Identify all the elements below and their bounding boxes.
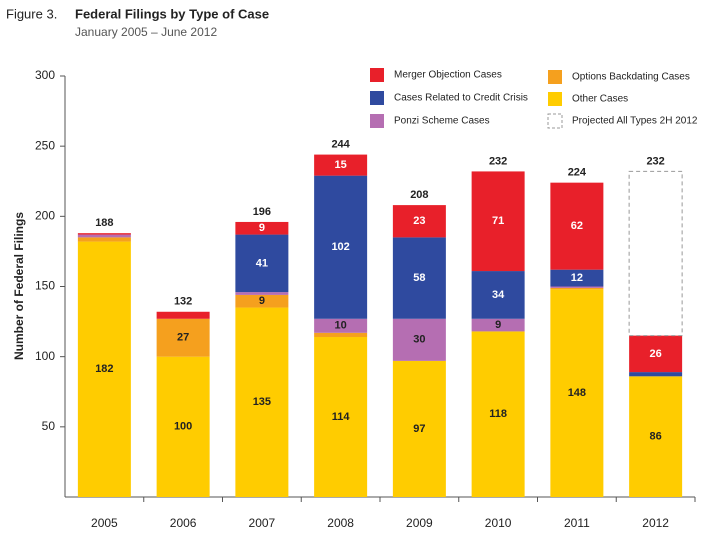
chart-title: Federal Filings by Type of Case: [75, 6, 269, 21]
bar-segment: [235, 294, 289, 308]
x-tick-label: 2010: [485, 516, 512, 530]
bar-segment: [471, 331, 525, 497]
bar-value-label: 30: [413, 334, 425, 346]
bar-value-label: 102: [331, 241, 349, 253]
bar-value-label: 148: [568, 387, 586, 399]
bar-segment: [156, 311, 210, 319]
bar-segment: [629, 335, 683, 373]
bar-segment: [628, 170, 683, 337]
bar-segment: [156, 356, 210, 497]
bar-value-label: 34: [492, 289, 505, 301]
bar-value-label: 10: [335, 320, 347, 332]
x-tick-label: 2007: [249, 516, 276, 530]
bar-total-label: 196: [253, 206, 271, 218]
y-tick-label: 250: [35, 138, 55, 152]
bar-total-label: 232: [646, 155, 664, 167]
x-tick-label: 2005: [91, 516, 118, 530]
chart-subtitle: January 2005 – June 2012: [75, 25, 217, 39]
y-tick-label: 50: [42, 419, 56, 433]
bar-segment: [392, 360, 446, 497]
bar-segment: [235, 234, 289, 293]
legend-swatch: [370, 114, 384, 128]
bar-value-label: 9: [259, 222, 265, 234]
legend-label: Cases Related to Credit Crisis: [394, 93, 528, 104]
legend-label: Other Cases: [572, 94, 628, 105]
bar-segment: [392, 237, 446, 319]
bar-value-label: 114: [332, 411, 351, 423]
legend-label: Projected All Types 2H 2012: [572, 116, 698, 127]
bar-segment: [629, 376, 683, 497]
figure-label: Figure 3.: [6, 6, 57, 21]
legend-label: Ponzi Scheme Cases: [394, 116, 490, 127]
bar-segment: [550, 182, 604, 270]
bar-value-label: 100: [174, 421, 192, 433]
x-tick-label: 2009: [406, 516, 433, 530]
legend-label: Merger Objection Cases: [394, 70, 502, 81]
bar-value-label: 12: [571, 272, 583, 284]
bar-segment: [77, 233, 131, 235]
y-tick-label: 100: [35, 349, 55, 363]
y-tick-label: 200: [35, 209, 55, 223]
bar-value-label: 26: [650, 348, 662, 360]
bar-segment: [550, 287, 604, 290]
bar-total-label: 232: [489, 155, 507, 167]
bar-segment: [77, 241, 131, 497]
bar-segment: [550, 286, 604, 288]
legend-label: Options Backdating Cases: [572, 72, 690, 83]
bar-value-label: 15: [335, 159, 347, 171]
bar-segment: [471, 318, 525, 332]
bar-segment: [235, 307, 289, 497]
y-tick-label: 300: [35, 68, 55, 82]
y-axis-label: Number of Federal Filings: [12, 212, 26, 360]
bar-segment: [314, 337, 368, 497]
bar-segment: [77, 237, 131, 242]
legend-swatch: [370, 91, 384, 105]
legend-swatch: [370, 68, 384, 82]
bar-total-label: 224: [568, 167, 587, 179]
bar-segment: [392, 318, 446, 361]
bar-total-label: 188: [95, 217, 113, 229]
bar-value-label: 23: [413, 215, 425, 227]
bar-value-label: 86: [650, 431, 662, 443]
bar-segment: [550, 289, 604, 497]
bar-segment: [550, 269, 604, 287]
bar-value-label: 182: [95, 363, 113, 375]
bar-total-label: 208: [410, 189, 428, 201]
bar-total-label: 244: [331, 138, 350, 150]
bar-segment: [314, 318, 368, 333]
bar-value-label: 97: [413, 423, 425, 435]
bar-value-label: 118: [489, 408, 507, 420]
legend-swatch: [548, 70, 562, 84]
bar-segment: [235, 221, 289, 235]
bar-segment: [314, 175, 368, 319]
x-tick-label: 2012: [642, 516, 669, 530]
bar-value-label: 9: [259, 295, 265, 307]
bar-segment: [471, 171, 525, 272]
legend-swatch: [548, 92, 562, 106]
bar-value-label: 27: [177, 332, 189, 344]
bar-segment: [235, 292, 289, 295]
x-tick-label: 2006: [170, 516, 197, 530]
bar-value-label: 135: [253, 396, 271, 408]
bar-value-label: 9: [495, 319, 501, 331]
bar-segment: [77, 234, 131, 238]
x-tick-label: 2011: [564, 516, 590, 530]
bar-segment: [314, 154, 368, 176]
bar-segment: [392, 205, 446, 238]
y-tick-label: 150: [35, 279, 55, 293]
legend-swatch: [547, 113, 563, 129]
bar-segment: [314, 332, 368, 338]
bar-segment: [629, 372, 683, 377]
bar-segment: [156, 318, 210, 357]
bar-total-label: 132: [174, 296, 192, 308]
x-tick-label: 2008: [327, 516, 354, 530]
bar-value-label: 71: [492, 215, 504, 227]
bar-segment: [471, 271, 525, 319]
bar-value-label: 58: [413, 272, 425, 284]
bar-value-label: 62: [571, 220, 583, 232]
bar-value-label: 41: [256, 257, 268, 269]
